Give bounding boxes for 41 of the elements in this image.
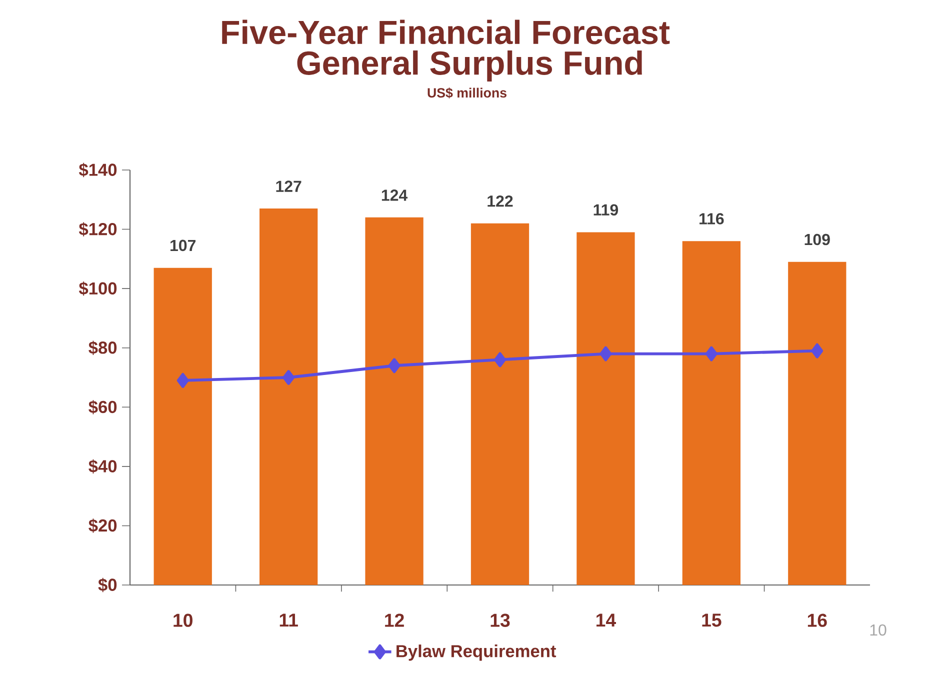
x-tick-label: 16 (808, 614, 827, 627)
point (811, 343, 824, 358)
bar (470, 223, 530, 585)
text: US$ millions (428, 88, 506, 98)
data-label: 109 (804, 234, 830, 246)
y-tick-label: $80 (88, 340, 117, 355)
y-tick-label: $40 (88, 459, 117, 474)
y-tick-label: $140 (78, 162, 117, 178)
x-tick-label: 11 (280, 614, 298, 627)
x-tick-label: 10 (174, 614, 192, 627)
y-tick-label: $20 (88, 518, 117, 533)
data-label: 107 (170, 240, 196, 252)
text: 10 (870, 624, 886, 636)
x-tick-label: 12 (385, 614, 404, 627)
bar (576, 232, 635, 585)
bar (788, 262, 846, 585)
data-label: 116 (700, 213, 724, 224)
data-label: 127 (276, 180, 302, 192)
legend-label: Bylaw Requirement (396, 644, 556, 661)
x-tick-label: 14 (596, 614, 616, 627)
data-label: 124 (382, 190, 408, 201)
point (282, 370, 295, 385)
point (176, 372, 189, 388)
data-label: 119 (594, 204, 618, 216)
point (600, 346, 612, 362)
x-tick-label: 15 (702, 614, 722, 627)
y-tick-label: $100 (78, 282, 117, 296)
chart-title: Five-Year Financial Forecast (222, 20, 670, 44)
chart-subtitle: General Surplus Fund (297, 50, 642, 82)
point (494, 352, 506, 368)
point (388, 358, 400, 374)
bar (260, 208, 318, 585)
point (705, 346, 718, 362)
x-tick-label: 13 (490, 614, 510, 627)
y-tick-label: $120 (78, 222, 117, 236)
bar (682, 241, 740, 585)
bar (154, 268, 212, 585)
y-tick-label: $60 (88, 400, 117, 414)
bar (365, 217, 424, 585)
data-label: 122 (488, 195, 513, 207)
y-tick-label: $0 (98, 578, 117, 592)
